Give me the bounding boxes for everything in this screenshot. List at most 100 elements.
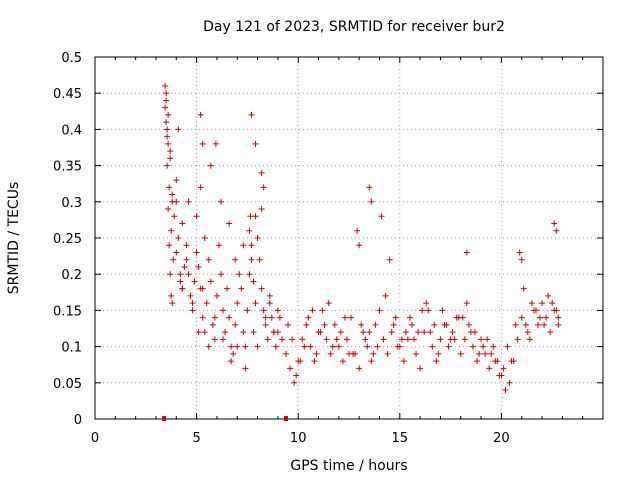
data-point [224,285,231,292]
data-point [431,321,438,328]
data-point [183,256,190,263]
data-point [321,321,328,328]
data-point [250,278,257,285]
data-point [199,140,206,147]
data-point [167,155,174,162]
data-point [167,271,174,278]
data-point [167,148,174,155]
data-point [270,329,277,336]
data-point [248,256,255,263]
data-point [170,256,177,263]
x-tick-label: 0 [91,431,99,446]
data-point [260,184,267,191]
data-point [240,329,247,336]
data-point [402,329,409,336]
data-point [549,300,556,307]
data-point [191,278,198,285]
data-point [547,329,554,336]
data-point [185,271,192,278]
data-point [283,350,290,357]
data-point [201,329,208,336]
data-point [317,329,324,336]
chart-title: Day 121 of 2023, SRMTID for receiver bur… [203,19,505,35]
data-point [289,336,296,343]
y-tick-label: 0.15 [53,304,82,319]
data-point [358,321,365,328]
data-point [520,285,527,292]
data-point [189,307,196,314]
data-point [272,343,279,350]
data-point [177,271,184,278]
data-point [437,336,444,343]
data-point [193,213,200,220]
y-tick-label: 0.3 [61,196,82,211]
data-point [360,329,367,336]
data-point [248,242,255,249]
data-point [388,329,395,336]
data-point [164,133,171,140]
data-point [362,336,369,343]
y-tick-label: 0.35 [53,160,82,175]
data-point [313,350,320,357]
data-point [242,343,249,350]
data-point [500,365,507,372]
data-point [506,379,513,386]
data-point [254,235,261,241]
data-point [246,271,253,278]
data-point [323,336,330,343]
y-tick-label: 0.2 [61,268,82,283]
data-point [266,300,273,307]
data-point [378,213,385,220]
data-point [429,343,436,350]
data-point [195,329,202,336]
data-point [252,300,259,307]
data-point [205,256,212,263]
y-tick-label: 0 [74,413,82,428]
data-point [262,314,269,321]
data-point [419,307,426,314]
data-point [425,307,432,314]
data-point [234,300,241,307]
data-point [394,343,401,350]
data-point [421,329,428,336]
data-point [187,292,194,299]
data-point [504,343,511,350]
data-point [256,256,263,263]
data-point [449,329,456,336]
data-point [165,206,172,213]
data-point [266,292,273,299]
data-point [404,336,411,343]
data-point [303,321,310,328]
data-point [250,329,257,336]
data-point [232,321,239,328]
x-tick-label: 5 [192,431,200,446]
data-point [203,300,210,307]
data-point [307,343,314,350]
data-points [162,82,562,394]
data-point [467,329,474,336]
data-point [439,307,446,314]
data-point [486,365,493,372]
data-point [185,198,192,205]
coverage-markers [162,416,289,421]
data-point [386,256,393,263]
data-point [427,329,434,336]
data-point [311,358,318,365]
data-point [173,177,180,184]
data-point [163,90,170,97]
data-point [537,314,544,321]
data-point [348,314,355,321]
data-point [181,263,188,270]
data-point [211,336,218,343]
data-point [474,358,481,365]
data-point [457,350,464,357]
data-point [173,249,180,256]
coverage-marker [284,416,289,421]
data-point [480,343,487,350]
data-point [274,307,281,314]
data-point [189,300,196,307]
data-point [518,314,525,321]
data-point [319,307,326,314]
data-point [512,321,519,328]
